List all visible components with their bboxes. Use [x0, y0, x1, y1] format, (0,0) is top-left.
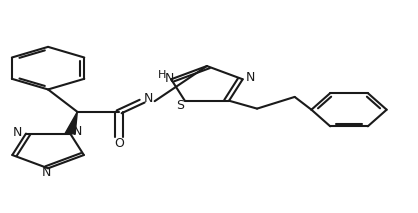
Text: O: O	[114, 137, 124, 150]
Text: N: N	[13, 126, 22, 139]
Text: N: N	[73, 125, 82, 138]
Text: N: N	[164, 72, 174, 85]
Polygon shape	[65, 112, 77, 134]
Text: N: N	[245, 71, 255, 84]
Text: N: N	[144, 92, 153, 105]
Text: S: S	[177, 99, 185, 112]
Text: N: N	[41, 166, 51, 180]
Text: H: H	[158, 71, 166, 81]
